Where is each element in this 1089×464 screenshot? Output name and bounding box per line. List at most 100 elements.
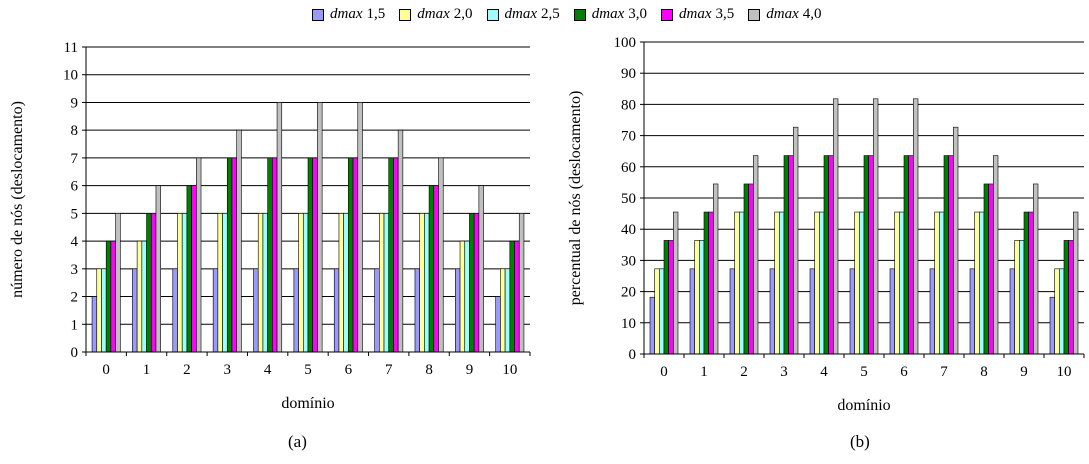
- y-tick-label: 1: [71, 317, 79, 333]
- y-tick-label: 0: [629, 347, 637, 363]
- bar: [272, 157, 278, 353]
- bar: [191, 185, 197, 353]
- bar: [854, 211, 860, 355]
- legend-swatch: [486, 8, 499, 21]
- bar: [212, 268, 219, 353]
- bar: [414, 268, 420, 353]
- bar: [424, 213, 430, 353]
- x-tick-label: 7: [385, 362, 393, 378]
- bar: [689, 268, 695, 355]
- legend-prefix: dmax: [330, 6, 363, 22]
- y-tick-label: 100: [614, 35, 637, 51]
- bar: [903, 155, 909, 355]
- bar: [779, 211, 785, 355]
- bar: [753, 155, 759, 355]
- x-tick-label: 2: [740, 364, 748, 380]
- legend-swatch: [748, 8, 761, 21]
- bar: [343, 213, 349, 353]
- legend-item-dmax-2-0: dmax 2,0: [399, 6, 473, 23]
- bar: [226, 157, 233, 353]
- bar: [929, 268, 935, 355]
- bar: [397, 129, 404, 353]
- legend-value: 2,5: [541, 6, 560, 22]
- bar: [514, 240, 520, 353]
- bar: [217, 213, 223, 353]
- legend-swatch: [661, 8, 673, 21]
- x-tick-label: 0: [102, 362, 110, 378]
- bar: [939, 211, 945, 355]
- bar: [196, 157, 202, 353]
- bar: [495, 296, 501, 353]
- bar: [899, 211, 905, 355]
- legend-swatch: [573, 8, 586, 21]
- bar: [828, 155, 834, 355]
- x-tick-label: 9: [466, 362, 474, 378]
- bar: [293, 268, 299, 353]
- bar: [953, 126, 959, 355]
- bar: [863, 155, 869, 355]
- x-tick-label: 3: [224, 362, 232, 378]
- bar: [694, 240, 700, 355]
- y-tick-label: 70: [621, 129, 636, 145]
- bar: [379, 213, 385, 353]
- legend-item-dmax-4-0: dmax 4,0: [748, 6, 822, 23]
- x-axis-label: domínio: [837, 397, 890, 414]
- x-tick-label: 1: [700, 364, 708, 380]
- x-tick-label: 7: [940, 364, 948, 380]
- bar: [388, 157, 394, 353]
- y-tick-label: 8: [71, 123, 79, 139]
- bar: [1028, 211, 1034, 355]
- x-tick-label: 4: [264, 362, 272, 378]
- legend-value: 3,0: [628, 6, 647, 22]
- bar: [478, 185, 484, 353]
- bar: [783, 155, 789, 355]
- bar: [504, 268, 511, 353]
- bar: [769, 268, 775, 355]
- legend-prefix: dmax: [417, 6, 450, 22]
- bar: [469, 213, 475, 353]
- bar: [500, 268, 506, 353]
- bar: [177, 213, 183, 353]
- bar: [1014, 240, 1020, 355]
- bar: [132, 268, 138, 353]
- x-tick-label: 5: [304, 362, 312, 378]
- y-tick-label: 3: [71, 262, 79, 278]
- bar: [115, 213, 121, 353]
- bar: [146, 213, 152, 353]
- bar: [814, 211, 820, 355]
- bar: [136, 240, 143, 353]
- bar: [713, 183, 719, 355]
- y-tick-label: 90: [621, 66, 636, 82]
- bar: [338, 213, 344, 353]
- chart-b: 0 10 20 30 40 50 60 70 80 90 100 0 1 2 3 4 5 6 7 8 9 10 domíni…: [567, 35, 1085, 414]
- bar: [819, 211, 825, 355]
- y-tick-label: 60: [621, 160, 636, 176]
- y-axis-label: número de nós (deslocamento): [9, 101, 26, 298]
- bar: [181, 213, 188, 353]
- bar: [739, 211, 745, 355]
- bar: [298, 213, 304, 353]
- y-tick-label: 2: [71, 290, 79, 306]
- bar: [1023, 211, 1029, 355]
- bar: [889, 268, 895, 355]
- bar: [357, 102, 363, 353]
- bar: [374, 268, 380, 353]
- bar: [257, 213, 264, 353]
- bar: [393, 157, 399, 353]
- bar: [91, 296, 98, 353]
- x-tick-label: 10: [1057, 364, 1072, 380]
- x-tick-label: 4: [820, 364, 828, 380]
- bar: [894, 211, 900, 355]
- x-tick-label: 6: [900, 364, 908, 380]
- bar: [348, 157, 354, 353]
- bar: [428, 185, 435, 353]
- legend-item-dmax-2-5: dmax 2,5: [486, 6, 560, 23]
- bar: [101, 268, 107, 353]
- x-tick-label: 9: [1020, 364, 1028, 380]
- bar: [793, 126, 799, 355]
- bar: [1054, 268, 1060, 355]
- bar: [1073, 211, 1079, 355]
- bar: [509, 240, 515, 353]
- bar: [699, 240, 705, 355]
